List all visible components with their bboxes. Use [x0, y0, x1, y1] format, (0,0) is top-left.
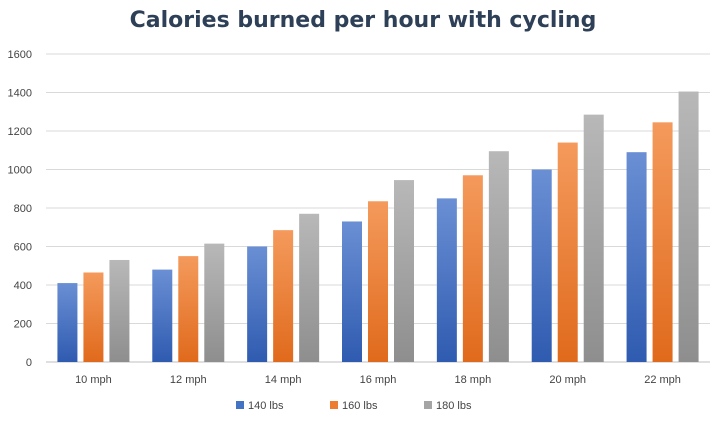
y-tick-label: 400 [14, 280, 32, 292]
x-tick-label: 18 mph [455, 374, 492, 386]
bar-140-lbs-12-mph [152, 269, 173, 362]
y-tick-label: 1000 [8, 165, 32, 177]
legend-swatch [424, 401, 432, 409]
y-tick-label: 0 [26, 357, 32, 369]
legend-swatch [236, 401, 244, 409]
bar-140-lbs-10-mph [57, 283, 78, 362]
bar-140-lbs-14-mph [247, 246, 268, 362]
bar-180-lbs-10-mph [109, 259, 130, 362]
bar-160-lbs-14-mph [273, 230, 294, 362]
x-tick-label: 14 mph [265, 374, 302, 386]
bar-180-lbs-20-mph [583, 114, 604, 362]
y-tick-label: 1600 [8, 49, 32, 61]
bar-180-lbs-12-mph [204, 243, 225, 362]
y-tick-label: 1400 [8, 88, 32, 100]
legend-label: 180 lbs [436, 400, 472, 412]
bar-180-lbs-22-mph [678, 91, 699, 362]
bar-140-lbs-18-mph [436, 198, 457, 362]
bar-160-lbs-12-mph [178, 256, 199, 362]
bar-160-lbs-20-mph [557, 142, 578, 362]
bar-140-lbs-22-mph [626, 152, 647, 362]
bar-140-lbs-16-mph [342, 221, 362, 362]
legend-label: 140 lbs [248, 400, 284, 412]
x-tick-label: 16 mph [360, 374, 397, 386]
legend-label: 160 lbs [342, 400, 378, 412]
bar-180-lbs-18-mph [488, 151, 509, 362]
y-tick-label: 200 [14, 319, 32, 331]
bar-160-lbs-16-mph [368, 201, 388, 362]
bar-160-lbs-10-mph [83, 272, 104, 362]
x-tick-label: 20 mph [549, 374, 586, 386]
bar-160-lbs-18-mph [462, 175, 483, 362]
bar-140-lbs-20-mph [531, 169, 552, 362]
legend-swatch [330, 401, 338, 409]
chart-title: Calories burned per hour with cycling [129, 8, 597, 33]
bar-160-lbs-22-mph [652, 122, 673, 363]
x-tick-label: 10 mph [75, 374, 112, 386]
x-tick-label: 12 mph [170, 374, 207, 386]
bar-180-lbs-16-mph [394, 180, 414, 362]
y-tick-label: 800 [14, 203, 32, 215]
y-tick-label: 600 [14, 242, 32, 254]
y-tick-label: 1200 [8, 126, 32, 138]
bar-180-lbs-14-mph [299, 213, 320, 362]
x-tick-label: 22 mph [644, 374, 681, 386]
